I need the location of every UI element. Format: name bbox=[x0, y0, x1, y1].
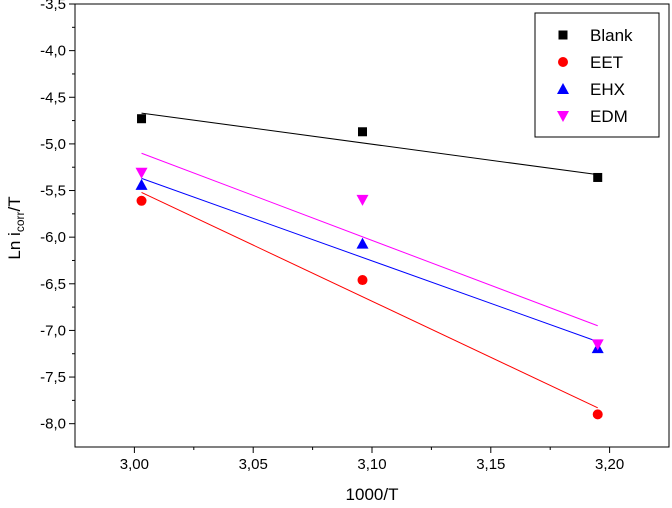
legend-label-edm: EDM bbox=[590, 107, 628, 126]
x-axis: 3,00 3,05 3,10 3,15 3,20 bbox=[120, 447, 624, 473]
y-tick-label: -6,5 bbox=[40, 276, 66, 293]
y-tick-label: -4,5 bbox=[40, 89, 66, 106]
data-point-eet bbox=[592, 409, 603, 420]
y-tick-label: -6,0 bbox=[40, 229, 66, 246]
legend-label-ehx: EHX bbox=[590, 80, 625, 99]
data-point-edm bbox=[591, 339, 604, 351]
data-point-edm bbox=[135, 167, 148, 179]
x-tick-label: 3,20 bbox=[595, 456, 624, 473]
legend-marker-ehx bbox=[557, 83, 569, 94]
y-tick-label: -7,0 bbox=[40, 322, 66, 339]
legend-marker-blank bbox=[558, 30, 568, 40]
data-point-blank bbox=[593, 172, 603, 182]
y-axis-title-subscript: corr bbox=[13, 212, 27, 233]
x-axis-title: 1000/T bbox=[346, 485, 399, 504]
legend: Blank EET EHX EDM bbox=[534, 12, 660, 138]
fit-line-edm bbox=[141, 152, 598, 327]
y-tick-label: -5,0 bbox=[40, 136, 66, 153]
y-tick-label: -7,5 bbox=[40, 369, 66, 386]
data-point-blank bbox=[137, 114, 147, 124]
legend-box bbox=[534, 12, 660, 138]
x-tick-label: 3,00 bbox=[120, 456, 149, 473]
legend-marker-edm bbox=[557, 111, 569, 122]
data-point-edm bbox=[356, 194, 369, 206]
x-tick-label: 3,15 bbox=[476, 456, 505, 473]
x-tick-label: 3,10 bbox=[357, 456, 386, 473]
data-point-ehx bbox=[135, 178, 148, 190]
y-tick-label: -8,0 bbox=[40, 416, 66, 433]
y-tick-label: -4,0 bbox=[40, 43, 66, 60]
fit-line-ehx bbox=[141, 177, 598, 343]
fit-line-eet bbox=[141, 191, 598, 409]
data-point-eet bbox=[357, 275, 368, 286]
data-markers bbox=[135, 114, 604, 420]
y-axis: -3,5 -4,0 -4,5 -5,0 -5,5 -6,0 -6,5 -7,0 -7,5 -8,0 bbox=[40, 0, 75, 433]
legend-label-eet: EET bbox=[590, 53, 623, 72]
y-axis-title-suffix: /T bbox=[5, 196, 24, 211]
fit-line-blank bbox=[141, 112, 598, 176]
data-point-eet bbox=[136, 195, 147, 206]
y-axis-title-main: Ln i bbox=[5, 232, 24, 259]
fit-lines bbox=[141, 112, 598, 409]
y-tick-label: -3,5 bbox=[40, 0, 66, 13]
y-tick-label: -5,5 bbox=[40, 183, 66, 200]
x-tick-label: 3,05 bbox=[239, 456, 268, 473]
legend-label-blank: Blank bbox=[590, 26, 633, 45]
y-axis-title: Ln icorr/T bbox=[5, 196, 27, 259]
legend-marker-eet bbox=[558, 57, 568, 67]
data-point-ehx bbox=[356, 237, 369, 249]
data-point-blank bbox=[357, 127, 367, 137]
